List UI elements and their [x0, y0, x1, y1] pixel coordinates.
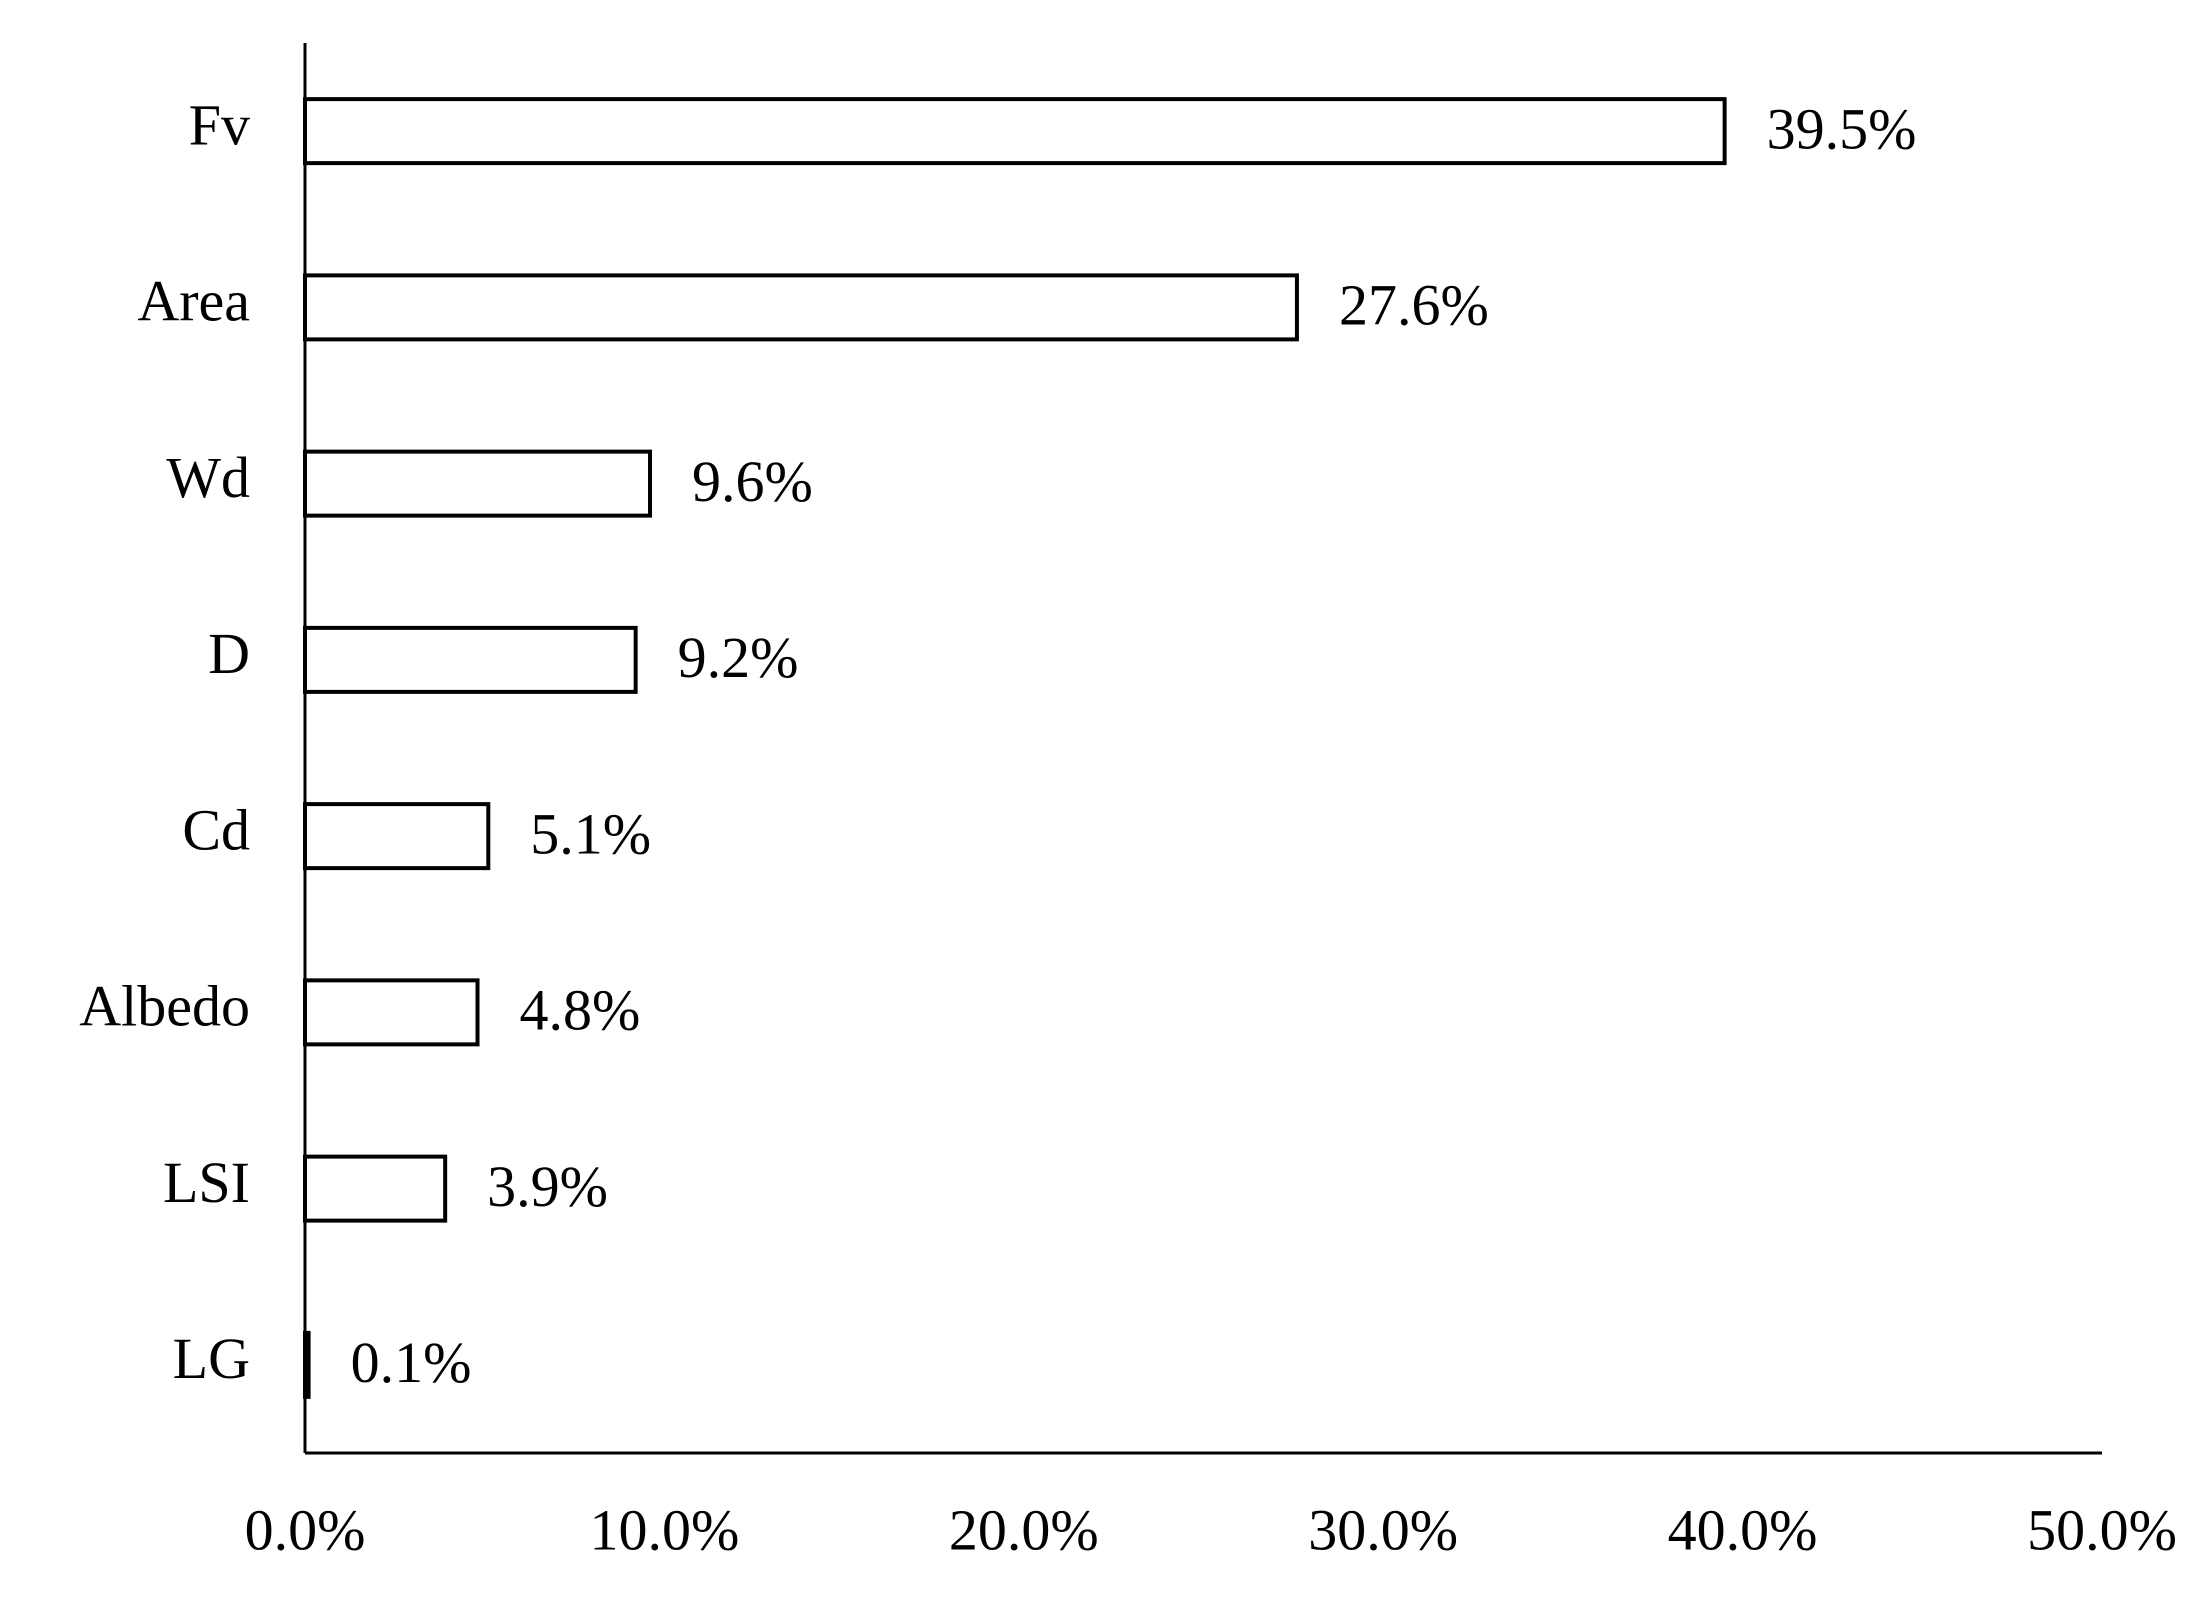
value-label: 9.6% [692, 449, 813, 514]
value-label: 5.1% [530, 801, 651, 866]
x-tick-label: 50.0% [2027, 1497, 2177, 1562]
y-tick-label: Fv [189, 92, 250, 157]
value-label: 39.5% [1767, 96, 1917, 161]
bar [303, 273, 1299, 342]
y-tick-label: LSI [163, 1150, 250, 1215]
y-tick-label: Cd [182, 797, 250, 862]
y-tick-label: Albedo [79, 974, 250, 1039]
bar [303, 97, 1727, 166]
value-label: 4.8% [520, 978, 641, 1043]
y-tick-label: LG [173, 1326, 250, 1391]
bar [303, 1154, 448, 1223]
bar [303, 449, 653, 518]
y-tick-label: Area [137, 269, 250, 334]
x-tick-label: 20.0% [949, 1497, 1099, 1562]
bar [303, 802, 491, 871]
bar [303, 978, 480, 1047]
bar [303, 1330, 311, 1399]
bar [303, 625, 638, 694]
value-label: 0.1% [351, 1330, 472, 1395]
x-tick-label: 40.0% [1668, 1497, 1818, 1562]
x-tick-label: 0.0% [245, 1497, 366, 1562]
value-label: 9.2% [678, 625, 799, 690]
value-label: 3.9% [487, 1154, 608, 1219]
x-tick-label: 30.0% [1308, 1497, 1458, 1562]
value-label: 27.6% [1339, 273, 1489, 338]
x-tick-label: 10.0% [589, 1497, 739, 1562]
y-tick-label: Wd [166, 445, 250, 510]
y-tick-label: D [208, 621, 250, 686]
